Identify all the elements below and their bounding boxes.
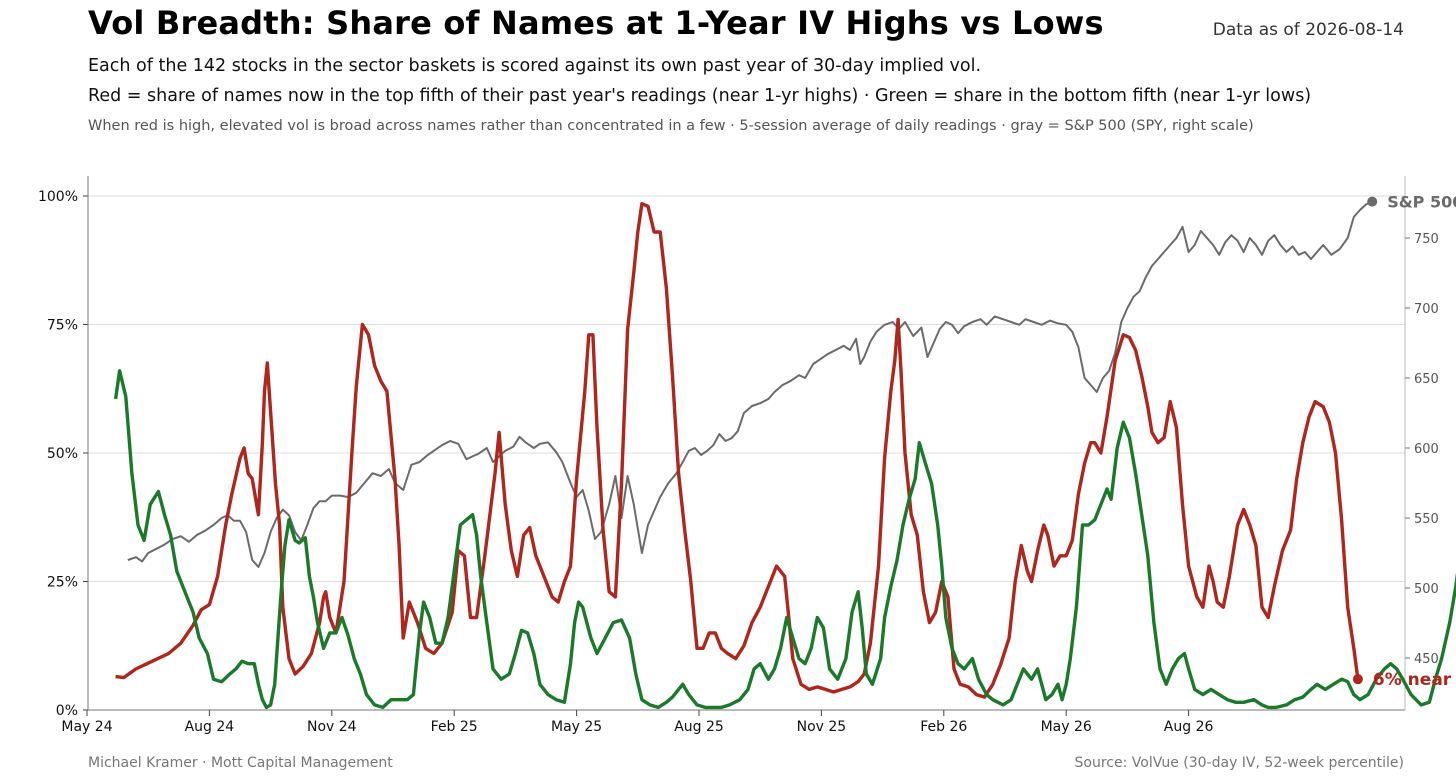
x-tick-label: Feb 25 bbox=[431, 719, 478, 735]
x-tick-label: Aug 24 bbox=[185, 719, 235, 735]
y-tick-label-right: 650 bbox=[1414, 372, 1439, 387]
author-credit: Michael Kramer · Mott Capital Management bbox=[88, 755, 393, 771]
x-tick-label: Feb 26 bbox=[920, 719, 967, 735]
y-tick-label-right: 750 bbox=[1414, 232, 1439, 247]
x-tick-label: May 26 bbox=[1041, 719, 1092, 735]
y-tick-label-right: 700 bbox=[1414, 302, 1439, 317]
spy-line bbox=[127, 200, 1373, 568]
x-tick-label: Aug 25 bbox=[674, 719, 724, 735]
x-tick-label: Nov 25 bbox=[797, 719, 847, 735]
as-of-date: Data as of 2026-08-14 bbox=[1212, 20, 1404, 40]
y-tick-label-left: 75% bbox=[47, 318, 78, 334]
subtitle-line-2: Red = share of names now in the top fift… bbox=[88, 86, 1312, 106]
subtitle-line-1: Each of the 142 stocks in the sector bas… bbox=[88, 56, 982, 76]
y-tick-label-left: 0% bbox=[56, 703, 78, 719]
chart-title: Vol Breadth: Share of Names at 1-Year IV… bbox=[88, 4, 1104, 42]
y-tick-label-right: 450 bbox=[1414, 652, 1439, 667]
x-tick-label: Aug 26 bbox=[1164, 719, 1214, 735]
y-tick-label-left: 25% bbox=[47, 575, 78, 591]
x-tick-label: May 25 bbox=[551, 719, 602, 735]
y-tick-label-right: 550 bbox=[1414, 512, 1439, 527]
y-tick-label-left: 100% bbox=[38, 189, 78, 205]
y-tick-label-right: 500 bbox=[1414, 582, 1439, 597]
y-tick-label-left: 50% bbox=[47, 446, 78, 462]
spy-end-marker bbox=[1367, 196, 1378, 207]
spy-end-label: S&P 500 (SPY) 776 bbox=[1387, 193, 1456, 212]
chart-note: When red is high, elevated vol is broad … bbox=[88, 118, 1254, 134]
iv-highs-end-label: 6% near 1-yr IV highs bbox=[1373, 670, 1456, 690]
source-note: Source: VolVue (30-day IV, 52-week perce… bbox=[1074, 755, 1404, 771]
iv-highs-end-marker bbox=[1352, 674, 1363, 685]
x-tick-label: Nov 24 bbox=[307, 719, 357, 735]
iv-lows-line bbox=[113, 369, 1456, 710]
y-tick-label-right: 600 bbox=[1414, 442, 1439, 457]
iv-highs-line bbox=[115, 202, 1360, 699]
x-tick-label: May 24 bbox=[61, 719, 112, 735]
